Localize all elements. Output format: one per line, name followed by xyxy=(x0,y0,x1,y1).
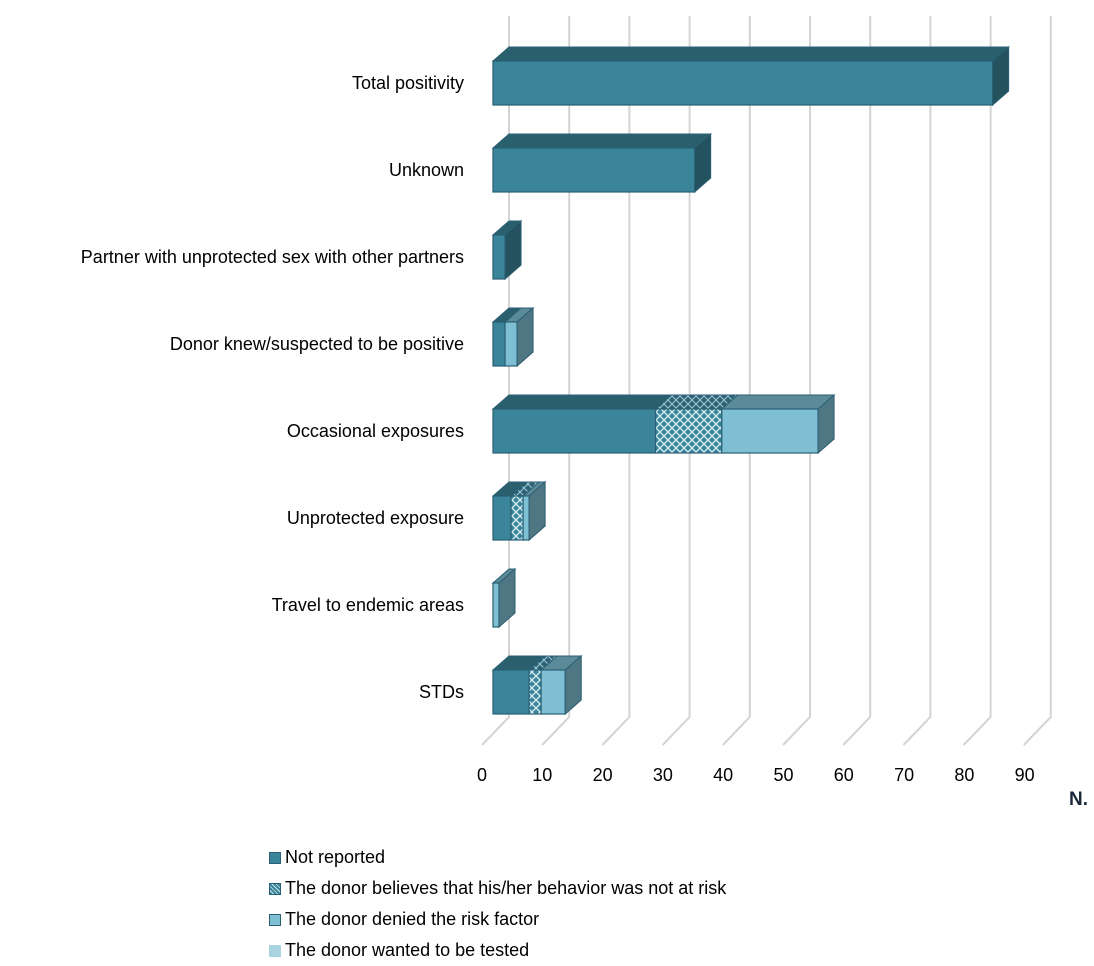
legend-swatch xyxy=(269,882,281,895)
x-tick-label: 10 xyxy=(532,765,552,785)
legend-swatch xyxy=(269,913,281,926)
gridline xyxy=(782,16,811,746)
x-tick-label: 0 xyxy=(477,765,487,785)
gridline xyxy=(481,16,510,746)
legend: Not reported The donor believes that his/… xyxy=(269,842,726,966)
x-tick-label: 50 xyxy=(773,765,793,785)
bar-side xyxy=(516,306,534,368)
legend-item-not-reported: Not reported xyxy=(269,842,726,873)
bar-top-not-reported xyxy=(491,46,1010,62)
bar-not-reported xyxy=(492,321,506,367)
bar-group-partner-with-unprotected-sex-with-other-partners xyxy=(491,219,523,281)
category-label: Partner with unprotected sex with other … xyxy=(81,247,464,267)
x-tick-label: 90 xyxy=(1015,765,1035,785)
bar-the-donor-believes-that-his-her-behavior-was-not-at-risk xyxy=(654,408,723,454)
bar-top-not-reported xyxy=(491,133,713,149)
bar-the-donor-believes-that-his-her-behavior-was-not-at-risk xyxy=(510,495,524,541)
legend-swatch xyxy=(269,944,281,957)
legend-swatch xyxy=(269,851,281,864)
bar-not-reported xyxy=(492,234,506,280)
legend-item-the-donor-wanted-to-be-tested: The donor wanted to be tested xyxy=(269,935,726,966)
category-label: Unprotected exposure xyxy=(287,508,464,528)
bar-group-donor-knew-suspected-to-be-positive xyxy=(491,306,535,368)
bar-side xyxy=(504,219,522,281)
bar-the-donor-denied-the-risk-factor xyxy=(522,495,530,541)
x-tick-label: 60 xyxy=(834,765,854,785)
x-tick-label: 80 xyxy=(954,765,974,785)
legend-label: Not reported xyxy=(285,847,386,867)
bar-top-not-reported xyxy=(491,394,673,410)
x-axis-tick-labels: 0 10 20 30 40 50 60 70 80 90 xyxy=(477,765,1035,785)
legend-label: The donor believes that his/her behavior… xyxy=(285,878,727,898)
gridline xyxy=(842,16,872,746)
gridline xyxy=(962,16,992,746)
bar-top-the-donor-denied-the-risk-factor xyxy=(720,394,836,410)
legend-label: The donor denied the risk factor xyxy=(285,909,540,929)
chart-area: Total positivity Unknown Partner with unpr… xyxy=(81,16,1088,810)
gridline xyxy=(902,16,932,746)
category-labels: Total positivity Unknown Partner with unpr… xyxy=(81,73,464,702)
bar-side xyxy=(817,393,835,455)
bars xyxy=(491,45,1010,716)
bar-not-reported xyxy=(492,669,530,715)
bar-the-donor-denied-the-risk-factor xyxy=(721,408,819,454)
gridlines xyxy=(481,16,1052,746)
bar-the-donor-denied-the-risk-factor xyxy=(504,321,518,367)
x-tick-label: 40 xyxy=(713,765,733,785)
x-tick-label: 30 xyxy=(653,765,673,785)
x-tick-label: 20 xyxy=(593,765,613,785)
bar-group-unprotected-exposure xyxy=(491,480,547,542)
gridline xyxy=(1023,16,1052,746)
category-label: STDs xyxy=(419,682,464,702)
gridline xyxy=(722,16,751,746)
bar-not-reported xyxy=(492,60,994,106)
x-tick-label: 70 xyxy=(894,765,914,785)
legend-item-the-donor-believes-that-his-her-behavior-was-not-at-risk: The donor believes that his/her behavior… xyxy=(269,873,726,904)
bar-side xyxy=(694,132,712,194)
gridline xyxy=(541,16,571,746)
gridline xyxy=(661,16,691,746)
category-label: Total positivity xyxy=(352,73,464,93)
bar-group-total-positivity xyxy=(491,45,1010,107)
category-label: Unknown xyxy=(389,160,464,180)
bar-group-stds xyxy=(491,654,583,716)
category-label: Donor knew/suspected to be positive xyxy=(170,334,464,354)
x-axis-label: N. xyxy=(1069,789,1088,810)
bar-side xyxy=(564,654,582,716)
gridline xyxy=(601,16,631,746)
bar-not-reported xyxy=(492,147,696,193)
bar-group-occasional-exposures xyxy=(491,393,836,455)
bar-group-unknown xyxy=(491,132,713,194)
bar-the-donor-denied-the-risk-factor xyxy=(492,582,500,628)
bar-group-travel-to-endemic-areas xyxy=(491,567,517,629)
legend-label: The donor wanted to be tested xyxy=(285,940,530,960)
bar-the-donor-denied-the-risk-factor xyxy=(540,669,566,715)
bar-side xyxy=(498,567,516,629)
bar-side xyxy=(528,480,546,542)
bar-not-reported xyxy=(492,495,512,541)
bar-the-donor-believes-that-his-her-behavior-was-not-at-risk xyxy=(528,669,542,715)
category-label: Travel to endemic areas xyxy=(272,595,464,615)
bar-side xyxy=(992,45,1010,107)
bar-not-reported xyxy=(492,408,657,454)
category-label: Occasional exposures xyxy=(287,421,464,441)
legend-item-the-donor-denied-the-risk-factor: The donor denied the risk factor xyxy=(269,904,726,935)
